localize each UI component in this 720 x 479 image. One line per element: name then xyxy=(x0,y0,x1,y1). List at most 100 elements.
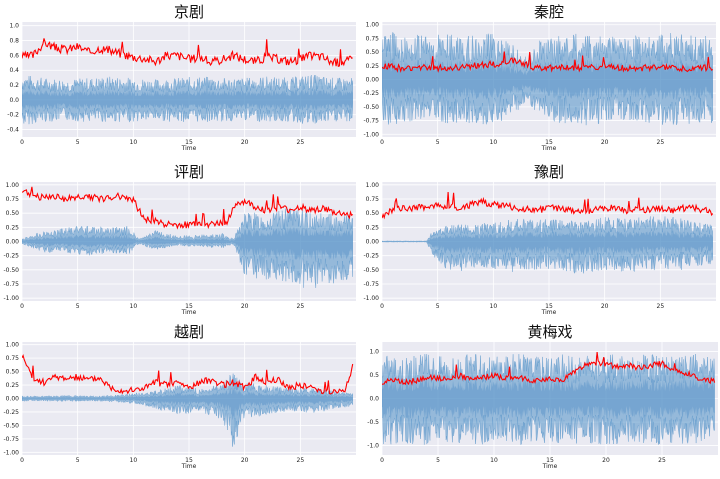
subplot-title: 豫剧 xyxy=(533,163,564,181)
waveform-fill xyxy=(382,31,713,126)
y-tick-label: 0.25 xyxy=(366,224,380,231)
x-tick-label: 20 xyxy=(601,139,609,146)
y-tick-label: -1.0 xyxy=(367,443,379,450)
x-tick-label: 10 xyxy=(130,303,138,310)
y-tick-label: 1.0 xyxy=(369,348,379,355)
y-tick-label: 0.25 xyxy=(366,63,380,70)
y-tick-label: 0.50 xyxy=(6,369,20,376)
x-tick-label: 0 xyxy=(380,139,384,146)
y-tick-label: 0.75 xyxy=(366,196,380,203)
y-tick-label: 0.4 xyxy=(9,67,19,74)
envelope-line xyxy=(382,51,713,73)
x-tick-label: 10 xyxy=(490,457,498,464)
y-tick-label: 0.6 xyxy=(9,52,19,59)
y-tick-label: 1.00 xyxy=(6,182,20,189)
y-tick-label: -0.25 xyxy=(3,253,19,260)
x-tick-label: 20 xyxy=(601,303,609,310)
y-tick-label: -1.00 xyxy=(3,449,19,456)
y-tick-label: 0.75 xyxy=(6,355,20,362)
y-tick-label: 0.0 xyxy=(369,396,379,403)
y-tick-label: 0.25 xyxy=(6,224,20,231)
subplot-4: 豫剧 -1.00 -0.75 -0.50 -0.25 0.00 0.25 0.50 0.75 1.… xyxy=(360,160,720,323)
waveform-fill xyxy=(22,207,353,289)
plot-svg: -1.00 -0.75 -0.50 -0.25 0.00 0.25 0.50 0.75 1.00… xyxy=(363,22,716,146)
x-axis-label: Time xyxy=(541,145,557,152)
waveform-fill xyxy=(22,373,353,447)
y-tick-label: -0.75 xyxy=(363,118,379,125)
y-tick-label: -0.75 xyxy=(3,436,19,443)
plot-svg: -0.4 -0.2 0.0 0.2 0.4 0.6 0.8 1.0 0 5 10 15 20 25 xyxy=(7,22,356,146)
x-tick-label: 0 xyxy=(20,303,24,310)
y-tick-label: 0.50 xyxy=(366,210,380,217)
x-tick-label: 0 xyxy=(380,457,384,464)
y-tick-label: -0.5 xyxy=(367,419,379,426)
x-tick-label: 15 xyxy=(546,457,554,464)
envelope-line xyxy=(382,352,716,386)
x-tick-label: 0 xyxy=(20,139,24,146)
subplot-2: 秦腔 -1.00 -0.75 -0.50 -0.25 0.00 0.25 0.50 0.75 1.… xyxy=(360,0,720,159)
x-tick-label: 5 xyxy=(436,139,440,146)
plot-marks xyxy=(22,38,353,125)
x-tick-label: 20 xyxy=(602,457,610,464)
x-tick-label: 25 xyxy=(297,457,305,464)
x-tick-label: 20 xyxy=(241,457,249,464)
x-tick-label: 5 xyxy=(76,139,80,146)
x-tick-label: 10 xyxy=(490,139,498,146)
y-tick-label: 1.0 xyxy=(9,23,19,30)
x-tick-label: 0 xyxy=(20,457,24,464)
plot-svg: -1.00 -0.75 -0.50 -0.25 0.00 0.25 0.50 0.75 1.00… xyxy=(3,182,356,310)
x-tick-label: 25 xyxy=(657,303,665,310)
subplot-title: 黄梅戏 xyxy=(527,323,573,341)
x-tick-label: 20 xyxy=(241,139,249,146)
waveform-core xyxy=(382,230,713,256)
x-tick-label: 25 xyxy=(658,457,666,464)
y-tick-label: 0.00 xyxy=(6,239,20,246)
x-axis-label: Time xyxy=(541,309,557,316)
y-tick-label: -1.00 xyxy=(3,295,19,302)
x-axis-label: Time xyxy=(181,309,197,316)
plot-marks xyxy=(382,31,713,126)
y-tick-label: 0.50 xyxy=(6,210,20,217)
subplot-title: 越剧 xyxy=(173,323,204,341)
y-tick-label: -0.50 xyxy=(363,267,379,274)
y-tick-label: 0.00 xyxy=(366,77,380,84)
y-tick-label: -0.25 xyxy=(3,409,19,416)
waveform-fill xyxy=(382,353,715,446)
x-tick-label: 5 xyxy=(436,457,440,464)
subplot-title: 评剧 xyxy=(173,163,204,181)
y-tick-label: -0.75 xyxy=(363,281,379,288)
y-tick-label: 0.50 xyxy=(366,49,380,56)
plot-marks xyxy=(382,191,714,275)
envelope-line xyxy=(22,353,354,395)
x-axis-label: Time xyxy=(181,463,197,470)
x-tick-label: 15 xyxy=(185,457,193,464)
x-tick-label: 10 xyxy=(130,457,138,464)
envelope-line xyxy=(22,38,353,67)
x-tick-label: 15 xyxy=(185,139,193,146)
waveform-fill xyxy=(22,74,353,125)
x-tick-label: 5 xyxy=(76,303,80,310)
x-tick-label: 25 xyxy=(297,139,305,146)
waveform-core xyxy=(22,88,353,111)
x-tick-label: 5 xyxy=(436,303,440,310)
y-tick-label: 0.0 xyxy=(9,97,19,104)
x-tick-label: 25 xyxy=(297,303,305,310)
y-tick-label: 0.75 xyxy=(6,196,20,203)
y-tick-label: -0.50 xyxy=(363,104,379,111)
waveform-fill xyxy=(382,216,713,275)
plot-marks xyxy=(22,353,354,447)
subplot-title: 秦腔 xyxy=(533,3,564,21)
x-tick-label: 10 xyxy=(130,139,138,146)
x-tick-label: 0 xyxy=(380,303,384,310)
x-tick-label: 20 xyxy=(241,303,249,310)
waveform-core xyxy=(382,378,715,420)
x-axis-label: Time xyxy=(542,463,558,470)
x-tick-label: 5 xyxy=(76,457,80,464)
envelope-line xyxy=(22,186,354,230)
plot-marks xyxy=(22,186,354,289)
x-tick-label: 15 xyxy=(545,139,553,146)
subplot-5: 越剧 -1.00 -0.75 -0.50 -0.25 0.00 0.25 0.50 0.75 1.… xyxy=(0,320,360,477)
y-tick-label: -0.50 xyxy=(3,267,19,274)
y-tick-label: 1.00 xyxy=(366,182,380,189)
y-tick-label: 0.5 xyxy=(369,372,379,379)
